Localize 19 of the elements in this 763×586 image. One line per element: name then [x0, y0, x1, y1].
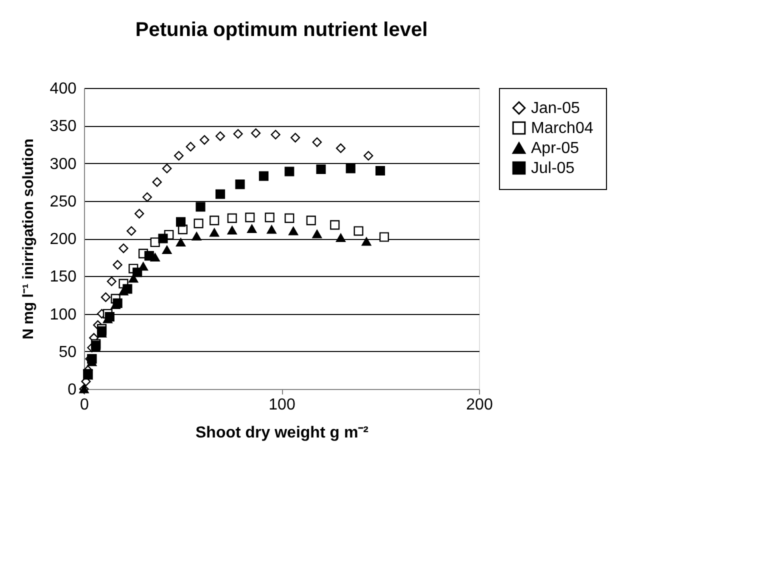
- x-tick-label: 0: [80, 396, 90, 414]
- y-tick-label: 350: [50, 118, 77, 136]
- y-tick-label: 50: [58, 344, 77, 361]
- y-tick-label: 100: [50, 306, 77, 324]
- x-axis-title: Shoot dry weight g m⁻²: [196, 424, 368, 442]
- y-tick-label: 400: [50, 80, 77, 98]
- legend-label: Jan-05: [531, 100, 580, 117]
- legend-label: March04: [531, 120, 594, 137]
- x-tick-label: 200: [466, 396, 493, 414]
- legend-label: Jul-05: [531, 160, 575, 177]
- chart-title: Petunia optimum nutrient level: [135, 19, 428, 41]
- y-tick-label: 300: [50, 156, 77, 173]
- y-axis-title: N mg l⁻¹ inirrigation solution: [20, 138, 37, 340]
- y-tick-label: 0: [68, 382, 77, 398]
- x-tick-label: 100: [268, 396, 296, 414]
- y-tick-label: 250: [50, 193, 77, 210]
- y-tick-label: 150: [50, 268, 77, 286]
- y-tick-label: 200: [50, 231, 77, 248]
- legend-label: Apr-05: [531, 140, 580, 157]
